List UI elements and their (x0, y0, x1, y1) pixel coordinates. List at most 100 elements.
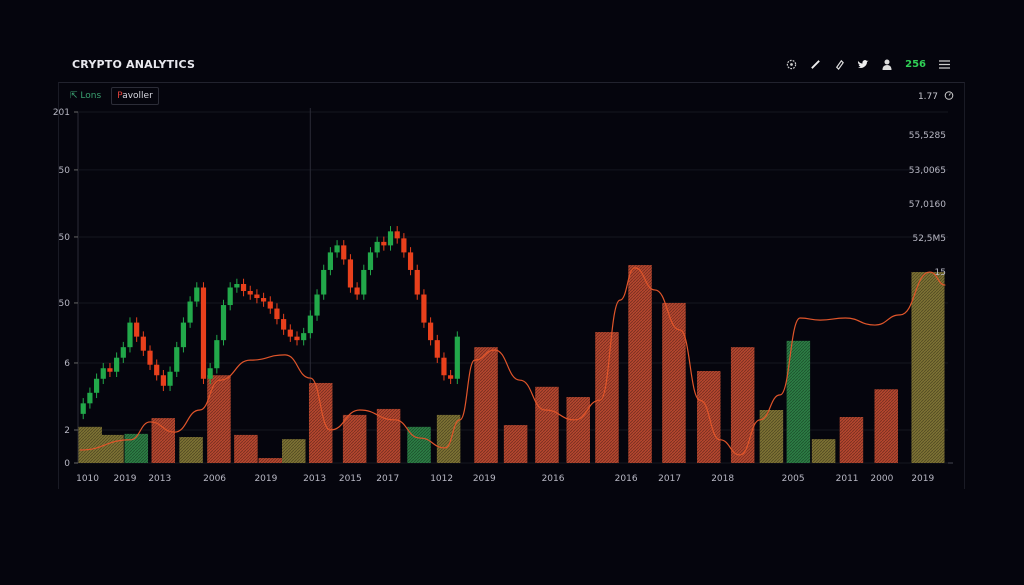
candle-down (140, 336, 146, 351)
y-left-tick-label: 6 (64, 359, 70, 369)
candle-down (427, 322, 434, 341)
x-tick-label: 2016 (615, 474, 638, 484)
x-tick-label: 2017 (658, 474, 681, 484)
candle-up (314, 294, 320, 316)
bar-hatch (759, 409, 784, 463)
toolbar: 256 (785, 57, 950, 71)
candle-down (160, 375, 166, 386)
bar-hatch (874, 389, 898, 463)
legend-item-lons[interactable]: ⇱ Lons (66, 88, 105, 104)
y-right-tick-label: 52,5M5 (912, 234, 946, 244)
y-right-tick-label: 57,0160 (909, 200, 946, 210)
chart-panel (58, 82, 965, 489)
candle-down (407, 252, 414, 270)
y-left-tick-label: 201 (53, 108, 70, 118)
bar-hatch (786, 340, 811, 463)
candle-up (214, 340, 220, 369)
candle-down (421, 294, 427, 323)
arrow-icon: ⇱ (70, 91, 81, 101)
x-tick-label: 2017 (376, 474, 399, 484)
candle-up (114, 357, 120, 372)
y-left-tick-label: 0 (64, 459, 70, 469)
user-icon[interactable] (881, 57, 893, 71)
legend-label: Lons (80, 91, 102, 101)
candle-up (167, 371, 173, 386)
candle-up (87, 392, 93, 404)
menu-icon[interactable] (938, 57, 950, 71)
count-badge: 256 (905, 58, 926, 70)
candle-down (394, 231, 400, 239)
x-tick-label: 2016 (542, 474, 565, 484)
x-tick-label: 2013 (303, 474, 326, 484)
candle-down (414, 269, 420, 295)
candle-up (120, 347, 126, 358)
y-left-tick-label: 2 (64, 426, 70, 436)
candle-down (107, 368, 113, 372)
tag-icon[interactable] (833, 57, 845, 71)
bar-hatch (628, 265, 652, 463)
y-right-tick-label: 53,0065 (909, 166, 946, 176)
candle-down (281, 319, 287, 330)
candle-up (327, 252, 333, 270)
bar-hatch (342, 414, 367, 463)
x-tick-label: 2019 (114, 474, 137, 484)
candle-up (454, 336, 460, 379)
candle-down (247, 291, 253, 295)
legend: ⇱ Lons Pavoller (66, 87, 159, 105)
bar-hatch (179, 437, 203, 463)
bar-hatch (911, 272, 945, 463)
bar-hatch (78, 426, 102, 463)
candle-up (321, 269, 327, 295)
y-left-tick-label: 50 (59, 233, 71, 243)
candle-down (434, 340, 440, 358)
candle-down (401, 238, 407, 253)
legend-label: avoller (122, 91, 153, 101)
bar-hatch (100, 434, 124, 463)
bar-hatch (258, 458, 283, 463)
candle-up (361, 269, 367, 295)
candle-down (347, 259, 354, 288)
candle-down (354, 287, 360, 295)
bar-hatch (282, 439, 306, 463)
candle-up (194, 287, 200, 302)
bar-hatch (535, 386, 559, 463)
x-tick-label: 2011 (836, 474, 859, 484)
trend-line (79, 267, 946, 456)
readout-value: 1.77 (917, 91, 938, 102)
x-tick-label: 2000 (870, 474, 893, 484)
bar-hatch (474, 347, 498, 463)
bar-hatch (234, 434, 258, 463)
x-tick-label: 2019 (473, 474, 496, 484)
bar-hatch (662, 302, 686, 463)
candle-down (254, 294, 260, 299)
legend-label-initial: P (117, 91, 123, 101)
y-right-tick-label: 55,5285 (909, 131, 946, 141)
candle-up (220, 305, 227, 341)
candle-up (180, 322, 187, 348)
timer-icon[interactable] (944, 90, 954, 103)
candle-up (301, 333, 307, 341)
candle-up (367, 252, 374, 270)
legend-item-pavoller[interactable]: Pavoller (111, 87, 159, 105)
x-tick-label: 2013 (148, 474, 171, 484)
x-tick-label: 2006 (203, 474, 226, 484)
bar-hatch (503, 425, 528, 463)
candle-down (200, 287, 207, 379)
app-title: CRYPTO ANALYTICS (72, 58, 196, 71)
bar-hatch (207, 375, 231, 463)
settings-icon[interactable] (785, 57, 797, 71)
twitter-icon[interactable] (857, 57, 869, 71)
candle-up (174, 347, 180, 372)
pen-icon[interactable] (809, 57, 821, 71)
y-left-tick-label: 50 (59, 166, 71, 176)
candle-down (134, 322, 140, 337)
candle-up (127, 322, 133, 348)
candle-down (287, 329, 293, 337)
candle-up (387, 231, 394, 246)
x-tick-label: 2005 (782, 474, 805, 484)
x-tick-label: 2015 (339, 474, 362, 484)
candle-down (240, 283, 247, 292)
candle-down (274, 308, 280, 320)
candle-down (294, 336, 300, 341)
bar-hatch (839, 417, 864, 463)
